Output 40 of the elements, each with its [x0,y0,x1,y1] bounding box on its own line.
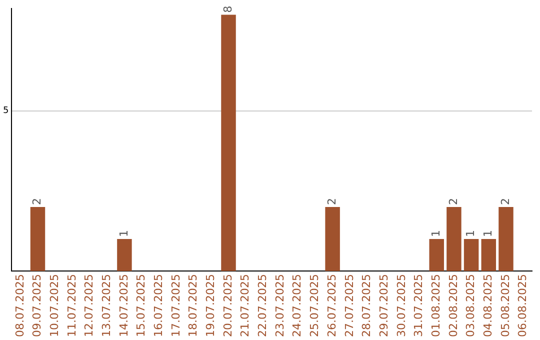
x-tick-label: 09.07.2025 [30,274,44,338]
x-tick-label: 08.07.2025 [13,274,26,338]
data-label: 2 [498,198,512,205]
data-label: 2 [446,198,460,205]
x-tick-label: 22.07.2025 [256,274,270,338]
x-tick-label: 30.07.2025 [394,274,408,338]
x-tick-label: 13.07.2025 [100,274,113,338]
x-tick-label: 02.08.2025 [446,274,460,338]
x-tick-label: 14.07.2025 [117,274,130,338]
x-tick-label: 10.07.2025 [48,274,61,338]
x-tick-label: 11.07.2025 [65,274,78,338]
x-tick-label: 16.07.2025 [152,274,165,338]
x-tick-label: 27.07.2025 [342,274,356,338]
x-tick-label: 15.07.2025 [134,274,148,338]
x-tick-label: 21.07.2025 [238,274,252,338]
x-tick-label: 01.08.2025 [429,274,442,338]
x-tick-label: 23.07.2025 [273,274,286,338]
x-tick-label: 12.07.2025 [82,274,96,338]
y-tick-label: 5 [2,106,9,116]
data-label: 2 [325,198,338,205]
x-tick-label: 20.07.2025 [221,274,234,338]
x-tick-label: 05.08.2025 [498,274,512,338]
x-tick-label: 18.07.2025 [186,274,200,338]
data-label: 1 [464,230,478,237]
x-tick-label: 28.07.2025 [360,274,374,338]
x-tick-label: 17.07.2025 [169,274,182,338]
data-label: 1 [117,230,130,237]
x-tick-label: 26.07.2025 [325,274,338,338]
data-label: 8 [221,6,234,13]
x-tick-label: 19.07.2025 [204,274,218,338]
x-tick-label: 25.07.2025 [308,274,322,338]
data-label: 2 [30,198,44,205]
x-tick-label: 06.08.2025 [516,274,530,338]
x-tick-label: 29.07.2025 [377,274,390,338]
data-label: 1 [482,230,495,237]
x-tick-label: 03.08.2025 [464,274,478,338]
x-tick-label: 04.08.2025 [482,274,495,338]
data-label: 1 [429,230,442,237]
x-tick-label: 24.07.2025 [290,274,304,338]
x-tick-label: 31.07.2025 [412,274,426,338]
